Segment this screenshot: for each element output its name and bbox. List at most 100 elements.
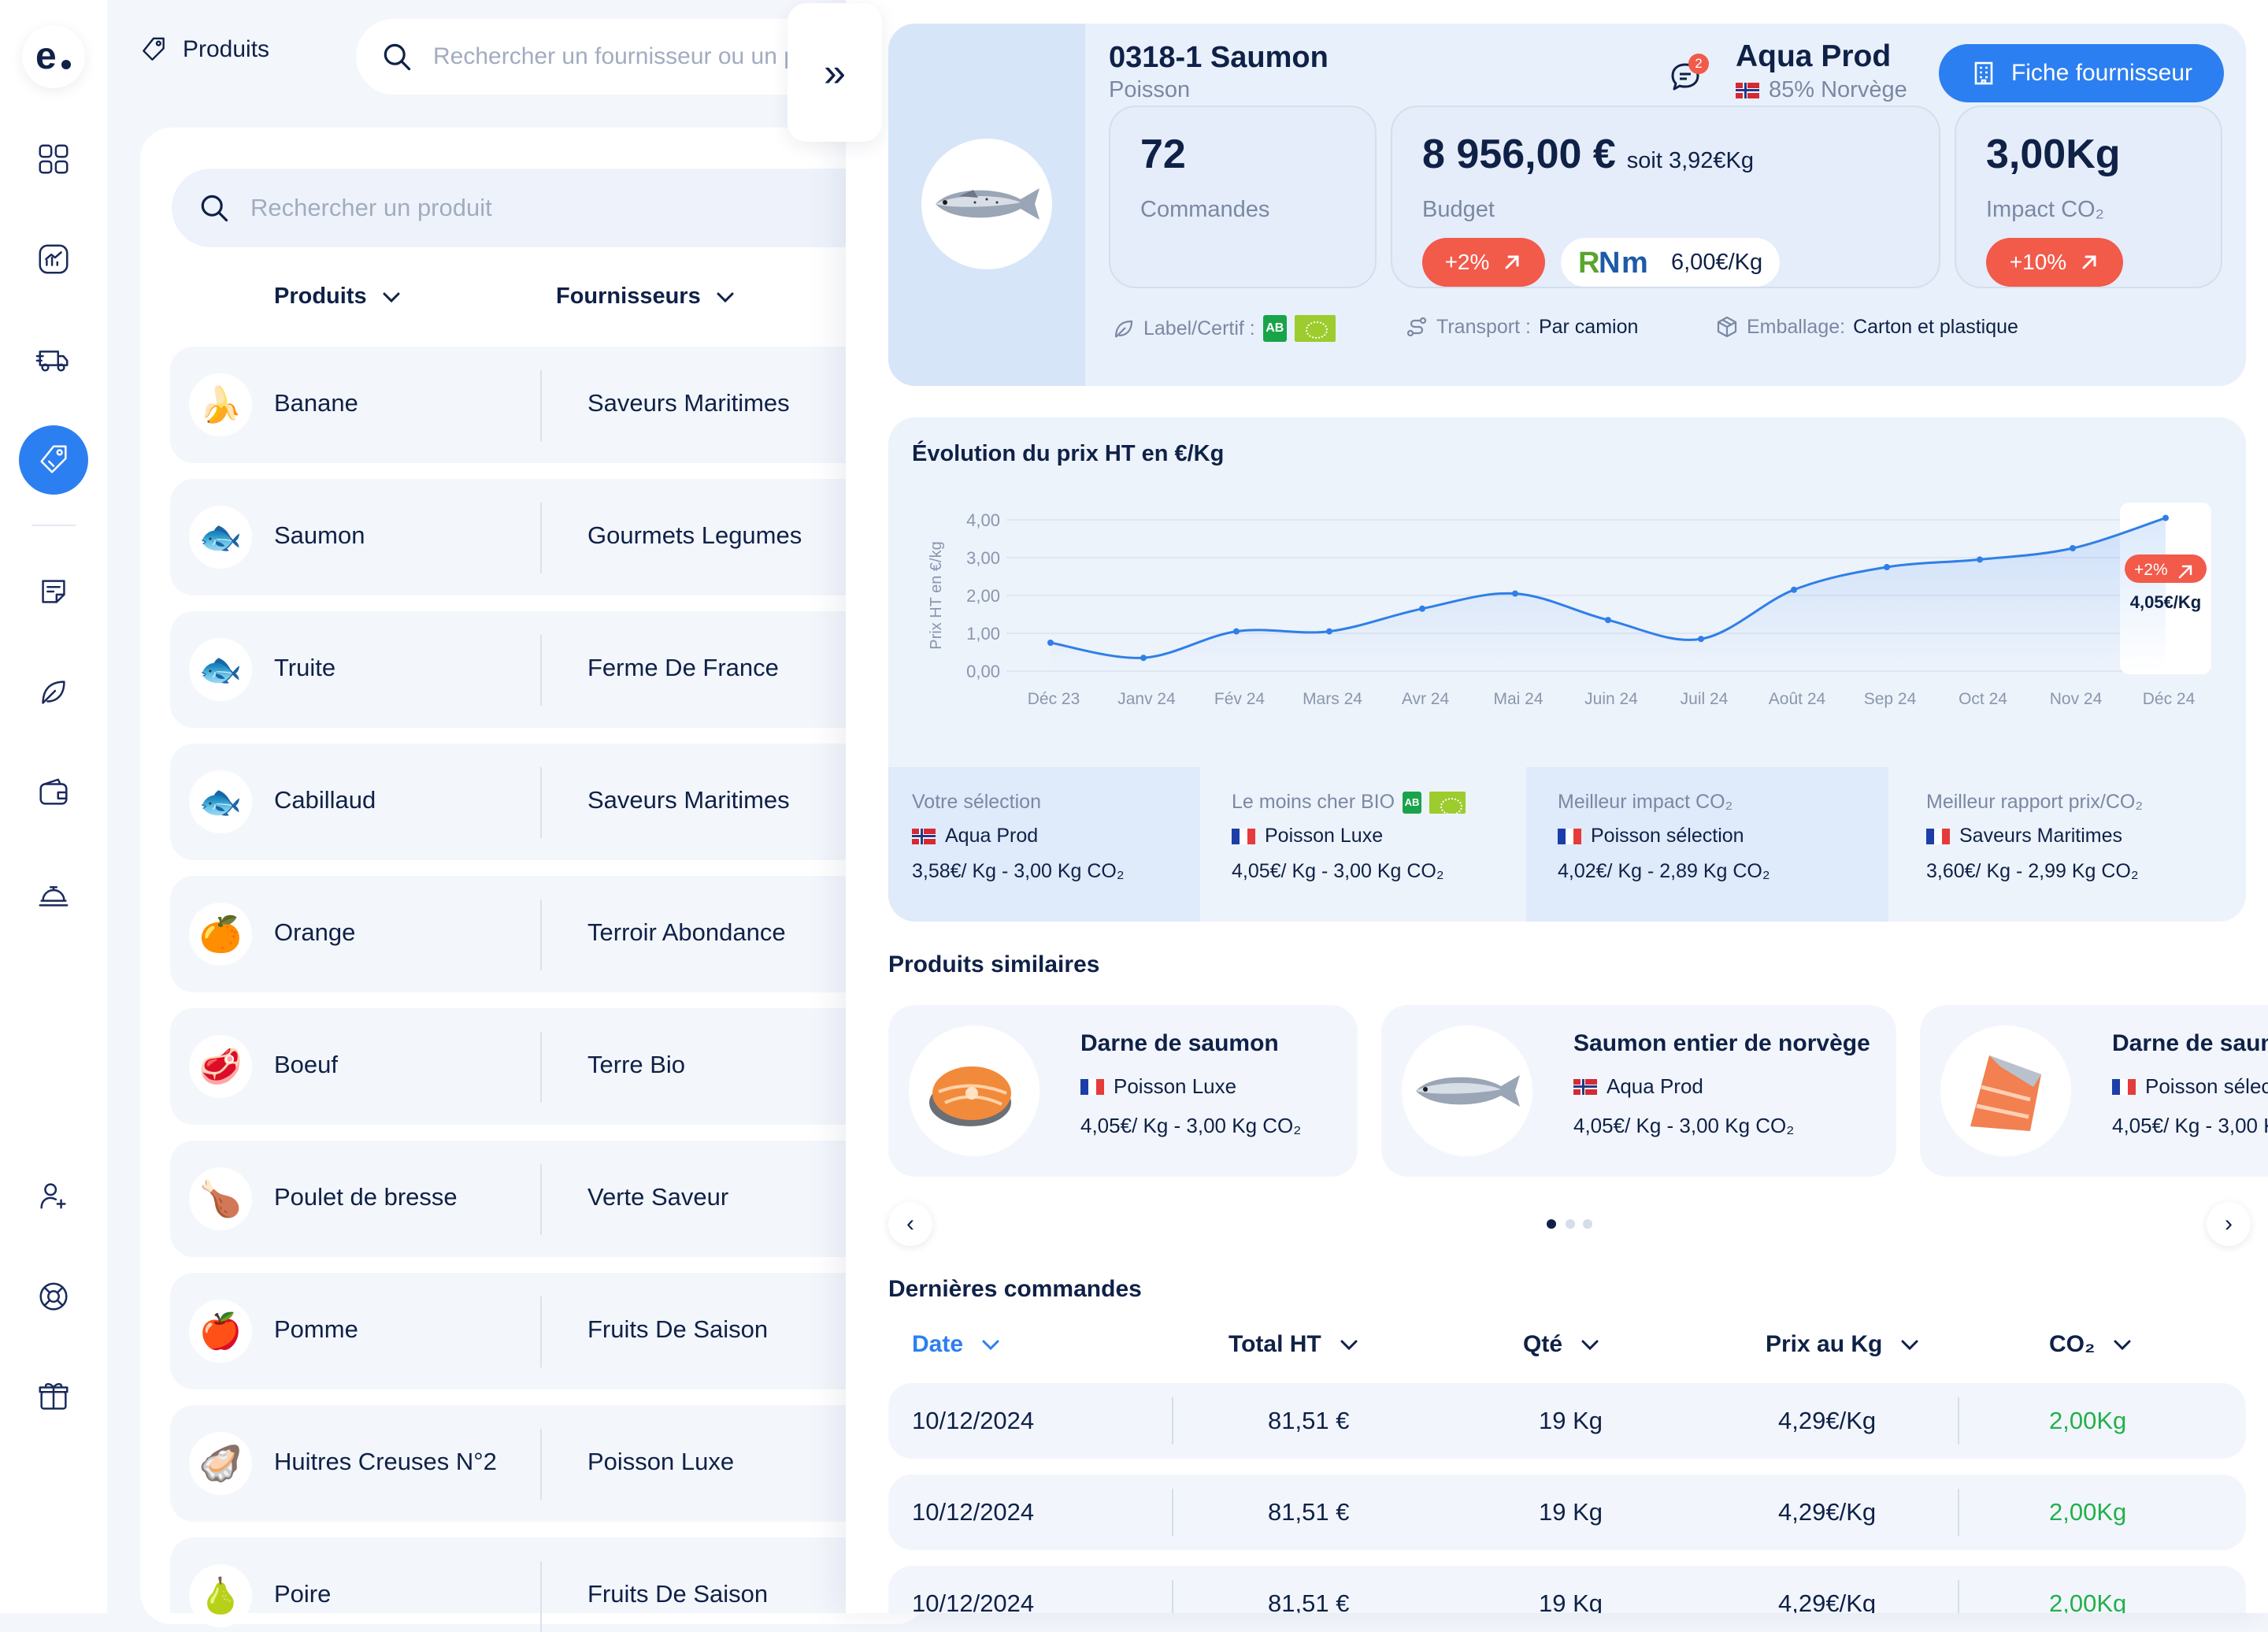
notes-icon[interactable] — [19, 557, 88, 626]
list-item[interactable]: 🥩 Boeuf Terre Bio — [170, 1008, 895, 1125]
cloche-icon[interactable] — [19, 859, 88, 928]
wallet-icon[interactable] — [19, 759, 88, 828]
column-header-produits[interactable]: Produits — [274, 284, 403, 310]
chevron-down-icon — [1581, 1340, 1599, 1351]
trend-value: +2% — [1444, 250, 1490, 274]
search-icon — [384, 43, 411, 71]
leaf-icon[interactable] — [19, 658, 88, 727]
impact-label: Impact CO₂ — [1986, 197, 2104, 222]
app-logo[interactable]: e — [22, 25, 85, 88]
comparison-title: Votre sélection — [912, 791, 1041, 813]
carousel-dot-active[interactable] — [1547, 1219, 1556, 1229]
comparison-votre-selection[interactable]: Votre sélection Aqua Prod 3,58€/ Kg - 3,… — [888, 767, 1200, 922]
column-header-price[interactable]: Prix au Kg — [1766, 1331, 1922, 1358]
global-search-bar[interactable] — [356, 19, 844, 95]
x-tick-label: Déc 23 — [1028, 690, 1080, 708]
order-total: 81,51 € — [1268, 1589, 1350, 1613]
supplier-origin: 85% Norvège — [1736, 77, 1907, 103]
data-point — [1140, 655, 1147, 662]
column-header-date[interactable]: Date — [912, 1331, 1002, 1358]
product-image: 🐟 — [189, 638, 252, 701]
x-tick-label: Mars 24 — [1303, 690, 1362, 708]
collapse-panel-button[interactable]: » — [788, 3, 882, 142]
series-area — [1051, 517, 2166, 671]
row-divider — [540, 1164, 542, 1235]
row-divider — [540, 503, 542, 573]
list-item[interactable]: 🦪 Huitres Creuses N°2 Poisson Luxe — [170, 1405, 895, 1522]
left-nav-rail: e — [0, 0, 107, 1613]
carousel-prev-button[interactable]: ‹ — [888, 1202, 932, 1246]
table-row[interactable]: 10/12/2024 81,51 € 19 Kg 4,29€/Kg 2,00Kg — [888, 1566, 2246, 1613]
comparison-values: 4,05€/ Kg - 3,00 Kg CO₂ — [1232, 860, 1444, 882]
comparison-supplier: Aqua Prod — [912, 825, 1177, 848]
supplier-name: Fruits De Saison — [587, 1315, 769, 1343]
chart-title: Évolution du prix HT en €/Kg — [912, 441, 1225, 466]
comparison-moins-cher-bio[interactable]: Le moins cher BIO AB Poisson Luxe 4,05€/ … — [1208, 767, 1539, 922]
order-qty: 19 Kg — [1539, 1498, 1603, 1526]
fiche-fournisseur-button[interactable]: Fiche fournisseur — [1939, 44, 2224, 102]
product-name: Cabillaud — [274, 786, 376, 814]
norway-flag-icon — [1736, 82, 1759, 98]
order-date: 10/12/2024 — [912, 1589, 1035, 1613]
row-divider — [540, 899, 542, 970]
list-item[interactable]: 🍐 Poire Fruits De Saison — [170, 1537, 895, 1632]
list-item[interactable]: 🍎 Pomme Fruits De Saison — [170, 1273, 895, 1389]
list-item[interactable]: 🐟 Truite Ferme De France — [170, 611, 895, 728]
add-user-icon[interactable] — [19, 1161, 88, 1230]
messages-button[interactable]: 2 — [1668, 54, 1709, 95]
supplier-name: Aqua Prod — [1736, 39, 1892, 73]
truck-icon[interactable] — [19, 325, 88, 394]
comparison-meilleur-impact[interactable]: Meilleur impact CO₂ Poisson sélection 4,… — [1526, 767, 1888, 922]
product-search-input[interactable] — [250, 194, 802, 222]
breadcrumb-produits[interactable]: Produits — [139, 35, 269, 65]
global-search-input[interactable] — [433, 43, 811, 70]
search-icon — [201, 195, 228, 222]
list-item[interactable]: 🍗 Poulet de bresse Verte Saveur — [170, 1141, 895, 1257]
product-image: 🦪 — [189, 1432, 252, 1495]
data-point — [1419, 605, 1425, 612]
table-row[interactable]: 10/12/2024 81,51 € 19 Kg 4,29€/Kg 2,00Kg — [888, 1383, 2246, 1459]
similar-product-card[interactable]: Saumon entier de norvège Aqua Prod 4,05€… — [1381, 1005, 1896, 1177]
gift-icon[interactable] — [19, 1362, 88, 1431]
chevron-left-icon: ‹ — [906, 1211, 914, 1237]
chart-icon[interactable] — [19, 224, 88, 294]
row-divider — [540, 1296, 542, 1367]
salmon-fish-icon — [936, 188, 1040, 220]
list-item[interactable]: 🍌 Banane Saveurs Maritimes — [170, 347, 895, 463]
dashboard-icon[interactable] — [19, 124, 88, 194]
list-item[interactable]: 🐟 Saumon Gourmets Legumes — [170, 479, 895, 595]
similar-product-supplier: Poisson Luxe — [1080, 1074, 1236, 1099]
column-header-qty[interactable]: Qté — [1523, 1331, 1602, 1358]
product-name: Boeuf — [274, 1051, 339, 1078]
carousel-next-button[interactable]: › — [2207, 1202, 2251, 1246]
carousel-dot[interactable] — [1566, 1219, 1575, 1229]
data-point — [1791, 586, 1797, 593]
transport-label: Transport : — [1436, 315, 1531, 338]
column-header-fournisseurs[interactable]: Fournisseurs — [556, 284, 737, 310]
order-total: 81,51 € — [1268, 1407, 1350, 1434]
column-header-co2[interactable]: CO₂ — [2049, 1331, 2134, 1358]
x-tick-label: Oct 24 — [1959, 690, 2007, 708]
product-image: 🐟 — [189, 506, 252, 569]
data-point — [1605, 617, 1611, 624]
lifebuoy-icon[interactable] — [19, 1262, 88, 1331]
product-search-bar[interactable] — [172, 169, 880, 247]
svg-text:R: R — [1578, 247, 1599, 278]
carousel-dot[interactable] — [1583, 1219, 1592, 1229]
chevron-down-icon — [383, 292, 400, 302]
data-point — [1884, 564, 1890, 570]
list-item[interactable]: 🍊 Orange Terroir Abondance — [170, 876, 895, 992]
salmon-image — [921, 139, 1052, 269]
column-header-total[interactable]: Total HT — [1228, 1331, 1361, 1358]
tag-icon[interactable] — [19, 425, 88, 495]
product-name: Poulet de bresse — [274, 1183, 458, 1211]
list-item[interactable]: 🐟 Cabillaud Saveurs Maritimes — [170, 744, 895, 860]
comparison-meilleur-rapport[interactable]: Meilleur rapport prix/CO₂ Saveurs Mariti… — [1888, 767, 2246, 922]
product-image: 🥩 — [189, 1035, 252, 1098]
similar-product-card[interactable]: Darne de saumon Poisson Luxe 4,05€/ Kg -… — [888, 1005, 1358, 1177]
comparison-values: 4,02€/ Kg - 2,89 Kg CO₂ — [1558, 860, 1770, 882]
column-header-label: CO₂ — [2049, 1331, 2096, 1357]
product-image: 🍐 — [189, 1564, 252, 1627]
similar-product-card[interactable]: Darne de saumon Poisson sélection 4,05€/… — [1920, 1005, 2268, 1177]
table-row[interactable]: 10/12/2024 81,51 € 19 Kg 4,29€/Kg 2,00Kg — [888, 1474, 2246, 1550]
